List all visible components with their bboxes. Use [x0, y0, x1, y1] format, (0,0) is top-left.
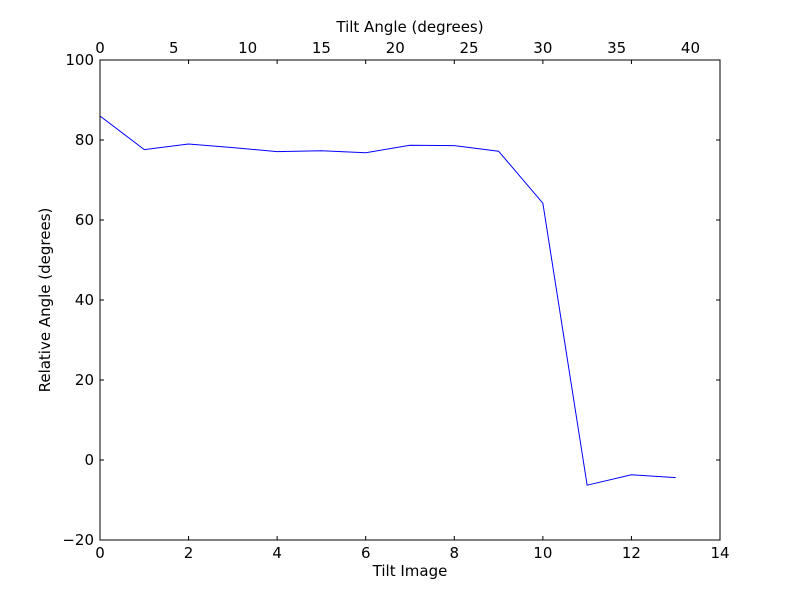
bottom-x-axis: 0 2 4 6 8 10 12 14 [95, 60, 730, 562]
y-tick-label: 60 [75, 211, 94, 229]
series-line [99, 115, 676, 486]
top-x-tick-label: 10 [238, 39, 257, 57]
plot-frame [99, 59, 721, 541]
x-tick-label: 14 [710, 544, 729, 562]
y-tick-label: −20 [62, 531, 94, 549]
x-tick-label: 12 [622, 544, 641, 562]
x-tick-label: 4 [272, 544, 282, 562]
top-x-tick-label: 35 [607, 39, 626, 57]
y-tick-label: 0 [84, 451, 94, 469]
top-x-tick-label: 15 [312, 39, 331, 57]
x-tick-label: 10 [533, 544, 552, 562]
y-axis-label: Relative Angle (degrees) [36, 208, 54, 393]
x-tick-label: 0 [95, 544, 105, 562]
top-x-axis-label: Tilt Angle (degrees) [335, 18, 483, 36]
x-axis-label: Tilt Image [372, 562, 448, 580]
top-x-tick-label: 30 [533, 39, 552, 57]
top-x-axis: 0 5 10 15 20 25 30 35 40 [95, 39, 700, 57]
right-y-axis [716, 59, 720, 541]
x-tick-label: 6 [361, 544, 371, 562]
y-tick-label: 100 [65, 51, 94, 69]
x-tick-label: 8 [450, 544, 460, 562]
y-tick-label: 20 [75, 371, 94, 389]
y-tick-label: 40 [75, 291, 94, 309]
top-x-tick-label: 20 [386, 39, 405, 57]
top-x-tick-label: 5 [169, 39, 179, 57]
top-x-tick-label: 40 [681, 39, 700, 57]
left-y-axis: −20 0 20 40 60 80 100 [62, 51, 104, 549]
top-x-tick-label: 0 [95, 39, 105, 57]
top-x-tick-label: 25 [460, 39, 479, 57]
y-tick-label: 80 [75, 131, 94, 149]
x-tick-label: 2 [184, 544, 194, 562]
